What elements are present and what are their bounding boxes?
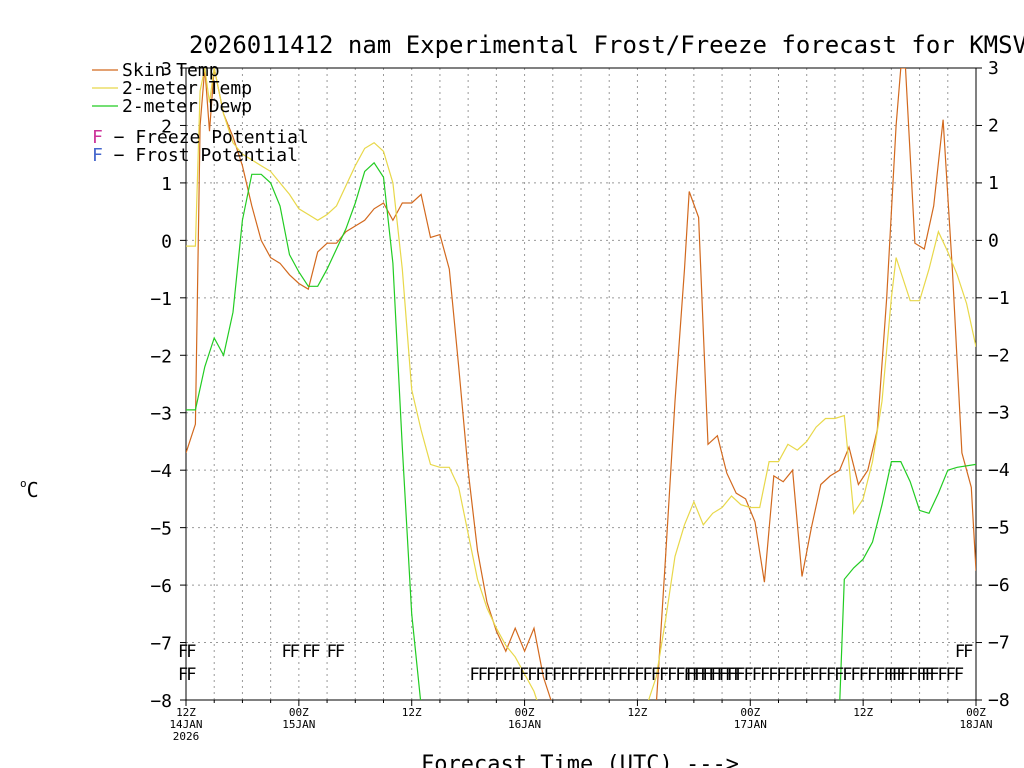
potential-legend-symbol: F — [92, 145, 103, 166]
y-tick-label: −4 — [150, 461, 172, 482]
x-tick-date: 15JAN — [282, 718, 315, 731]
x-tick-date: 18JAN — [959, 718, 992, 731]
potential-legend-entry: F − Frost Potential — [92, 145, 298, 166]
series-lines — [186, 68, 976, 700]
y-axis: 3 3 2 2 1 1 0 0 −1 −1 −2 −2 −3 −3 −4 −4 −5 −5 −6 −6 −7 −7 −8 −8 — [150, 58, 1009, 712]
y-tick-label: 1 — [161, 174, 172, 195]
frost-potential-flags: FF — [327, 642, 345, 662]
y-tick-label-right: −2 — [988, 345, 1010, 366]
x-tick-date: 16JAN — [508, 718, 541, 731]
frost-potential-flags: FF — [281, 642, 299, 662]
frost-potential-flags: FF — [955, 642, 973, 662]
x-tick-label: 12Z — [402, 706, 422, 719]
y-tick-label-right: −6 — [988, 575, 1010, 596]
x-tick-label: 12Z — [853, 706, 873, 719]
x-axis-label: Forecast Time (UTC) ---> — [421, 752, 739, 768]
y-tick-label: −6 — [150, 576, 172, 597]
grid-lines — [186, 68, 976, 700]
y-tick-label: 0 — [161, 231, 172, 252]
series-line-skin-temp — [186, 68, 976, 700]
y-axis-label-unit: C — [27, 478, 39, 502]
plot-frame — [185, 67, 977, 701]
freeze-potential-flags: FFFFFFFFFFFFFFFFFFFFFFFFFFFFFF — [686, 665, 935, 685]
freeze-potential-flags: FFFFFFFFFFFFFFFFFFFFFFFFFFFFFFFFF — [470, 665, 744, 685]
y-tick-label: −7 — [150, 634, 172, 655]
y-tick-label: −5 — [150, 519, 172, 540]
legend-label: Skin Temp — [122, 60, 220, 81]
y-tick-label-right: −4 — [988, 460, 1010, 481]
y-tick-label: −8 — [150, 691, 172, 712]
y-tick-label: −3 — [150, 404, 172, 425]
y-axis-label-degree: o — [20, 477, 27, 490]
y-tick-label: 3 — [161, 59, 172, 80]
y-tick-label-right: −8 — [988, 690, 1010, 711]
series-line-2-meter-dewp — [186, 161, 976, 700]
y-tick-label: 2 — [161, 116, 172, 137]
x-tick-label: 00Z — [740, 706, 760, 719]
x-tick-label: 00Z — [966, 706, 986, 719]
frost-potential-flags: FF — [302, 642, 320, 662]
y-tick-label-right: 1 — [988, 173, 999, 194]
y-tick-label-right: 2 — [988, 115, 999, 136]
y-tick-label-right: 0 — [988, 230, 999, 251]
series-line-2-meter-temp — [186, 68, 976, 700]
freeze-potential-flags: FF — [178, 665, 196, 685]
x-tick-label: 00Z — [515, 706, 535, 719]
x-tick-date: 14JAN — [169, 718, 202, 731]
x-tick-label: 12Z — [176, 706, 196, 719]
y-tick-label-right: −5 — [988, 518, 1010, 539]
y-axis-label: oC — [20, 477, 39, 502]
y-tick-label: −1 — [150, 289, 172, 310]
x-tick-year: 2026 — [173, 730, 200, 743]
y-tick-label-right: −3 — [988, 403, 1010, 424]
freeze-potential-flags: FFFFF — [921, 665, 964, 685]
potential-legend-text: − Frost Potential — [103, 145, 298, 166]
chart-title: 2026011412 nam Experimental Frost/Freeze… — [189, 31, 1024, 59]
freeze-potential-flags: FF — [888, 665, 906, 685]
frost-potential-flags: FF — [178, 642, 196, 662]
x-tick-label: 00Z — [289, 706, 309, 719]
y-tick-label-right: 3 — [988, 58, 999, 79]
potential-flags: FF FF FF FF FFFF FFFFFFFFFFFFFFFFFFFFFFFFFFFF… — [178, 642, 975, 685]
potential-legend-symbol: F — [92, 127, 103, 148]
y-tick-label-right: −1 — [988, 288, 1010, 309]
x-tick-label: 12Z — [627, 706, 647, 719]
y-tick-label: −2 — [150, 346, 172, 367]
potential-legend-entry: F − Freeze Potential — [92, 127, 309, 148]
y-tick-label-right: −7 — [988, 633, 1010, 654]
legend-label: 2-meter Temp — [122, 78, 252, 99]
legend-label: 2-meter Dewp — [122, 96, 252, 117]
x-tick-date: 17JAN — [734, 718, 767, 731]
potential-legend-text: − Freeze Potential — [103, 127, 309, 148]
